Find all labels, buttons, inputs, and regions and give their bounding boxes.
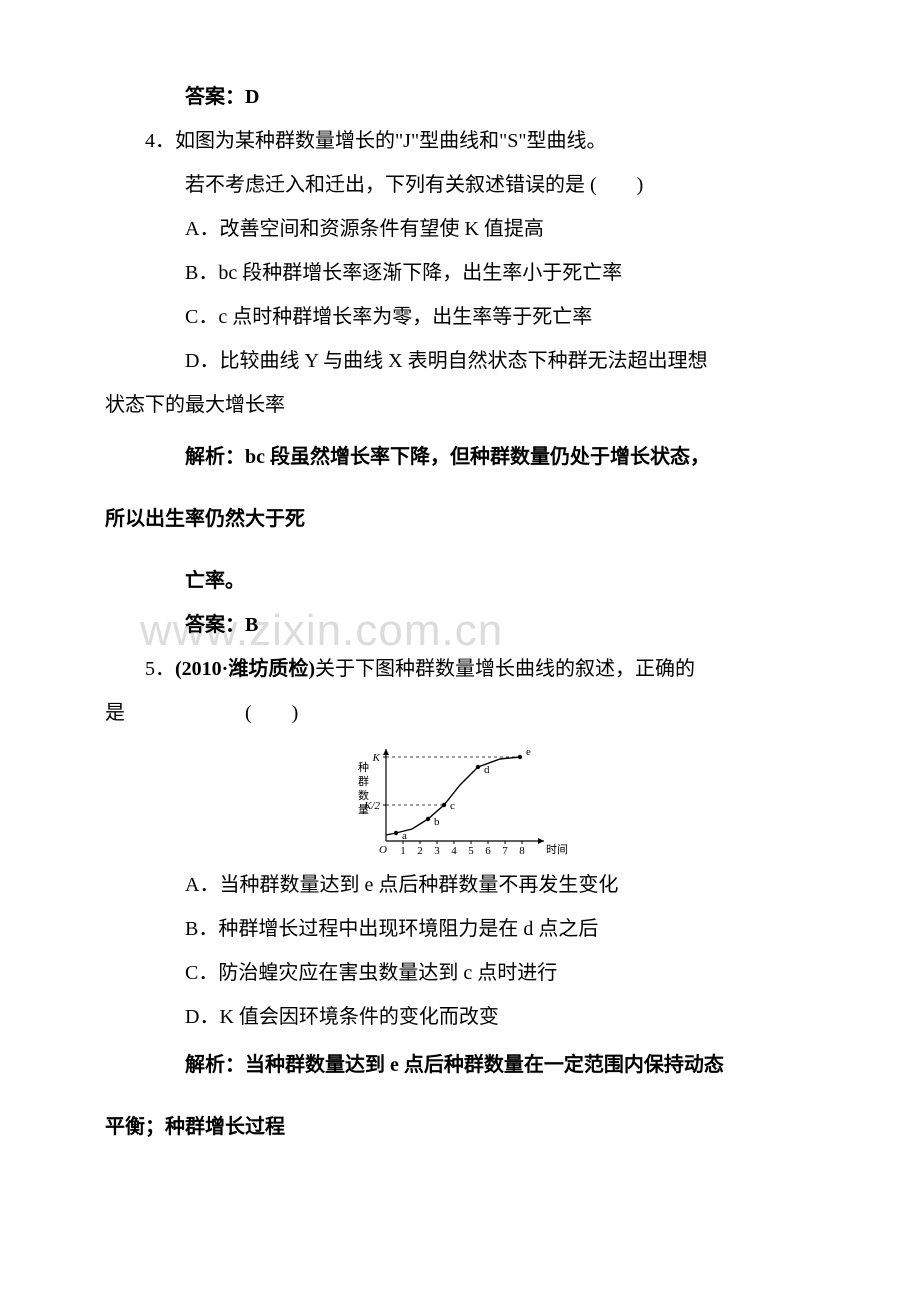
q4-option-d-line2: 状态下的最大增长率 xyxy=(105,383,815,427)
svg-text:8: 8 xyxy=(519,845,525,857)
svg-text:c: c xyxy=(450,800,455,812)
svg-text:3: 3 xyxy=(434,845,440,857)
q4-option-a: A．改善空间和资源条件有望使 K 值提高 xyxy=(105,207,815,251)
q5-analysis-line2: 平衡；种群增长过程 xyxy=(105,1105,815,1149)
q5-number: 5． xyxy=(145,658,175,680)
svg-text:e: e xyxy=(526,746,531,758)
q4-paren: ( ) xyxy=(590,174,643,196)
q5-analysis-line1: 解析：当种群数量达到 e 点后种群数量在一定范围内保持动态 xyxy=(105,1043,815,1087)
svg-text:K: K xyxy=(372,752,381,764)
q5-paren: ( ) xyxy=(245,691,298,735)
q5-option-c: C．防治蝗灾应在害虫数量达到 c 点时进行 xyxy=(105,951,815,995)
svg-text:4: 4 xyxy=(451,845,457,857)
q5-source: (2010·潍坊质检) xyxy=(175,658,315,680)
svg-text:O: O xyxy=(379,844,387,856)
q4-stem-line2: 若不考虑迁入和迁出，下列有关叙述错误的是 ( ) xyxy=(105,163,815,207)
q4-answer: 答案：B xyxy=(105,603,815,647)
q5-stem-line1: 5．(2010·潍坊质检)关于下图种群数量增长曲线的叙述，正确的 xyxy=(105,647,815,691)
q4-stem-line1: 4．如图为某种群数量增长的"J"型曲线和"S"型曲线。 xyxy=(105,119,815,163)
page-content: 答案：D 4．如图为某种群数量增长的"J"型曲线和"S"型曲线。 若不考虑迁入和… xyxy=(105,75,815,1149)
q4-stem-text1: 如图为某种群数量增长的"J"型曲线和"S"型曲线。 xyxy=(175,130,607,152)
q4-stem-text2: 若不考虑迁入和迁出，下列有关叙述错误的是 xyxy=(185,174,585,196)
q5-stem-line2-left: 是 xyxy=(105,691,125,735)
q4-option-d-line1: D．比较曲线 Y 与曲线 X 表明自然状态下种群无法超出理想 xyxy=(105,339,815,383)
svg-text:b: b xyxy=(434,816,440,828)
q5-stem-line2: 是 ( ) xyxy=(105,691,815,735)
q4-number: 4． xyxy=(145,130,175,152)
svg-text:5: 5 xyxy=(468,845,474,857)
q4-option-b: B．bc 段种群增长率逐渐下降，出生率小于死亡率 xyxy=(105,251,815,295)
q5-option-a: A．当种群数量达到 e 点后种群数量不再发生变化 xyxy=(105,863,815,907)
q4-option-c: C．c 点时种群增长率为零，出生率等于死亡率 xyxy=(105,295,815,339)
svg-text:d: d xyxy=(484,764,490,776)
svg-text:群: 群 xyxy=(358,774,369,788)
svg-text:时间: 时间 xyxy=(546,843,568,856)
q5-option-b: B．种群增长过程中出现环境阻力是在 d 点之后 xyxy=(105,907,815,951)
q4-analysis-line1: 解析：bc 段虽然增长率下降，但种群数量仍处于增长状态， xyxy=(105,435,815,479)
svg-text:1: 1 xyxy=(400,845,406,857)
svg-text:K/2: K/2 xyxy=(363,800,380,812)
q3-answer: 答案：D xyxy=(105,75,815,119)
q4-analysis-line3: 亡率。 xyxy=(105,559,815,603)
svg-text:种: 种 xyxy=(358,760,369,774)
q5-stem-text: 关于下图种群数量增长曲线的叙述，正确的 xyxy=(315,658,695,680)
q5-chart-svg: 种群数量KK/212345678O时间abcde xyxy=(344,741,576,861)
q4-analysis-line2: 所以出生率仍然大于死 xyxy=(105,497,815,541)
svg-text:2: 2 xyxy=(417,845,423,857)
q5-option-d: D．K 值会因环境条件的变化而改变 xyxy=(105,995,815,1039)
q5-figure: 种群数量KK/212345678O时间abcde xyxy=(105,741,815,861)
svg-text:6: 6 xyxy=(485,845,491,857)
svg-text:7: 7 xyxy=(502,845,508,857)
svg-text:a: a xyxy=(402,830,407,842)
